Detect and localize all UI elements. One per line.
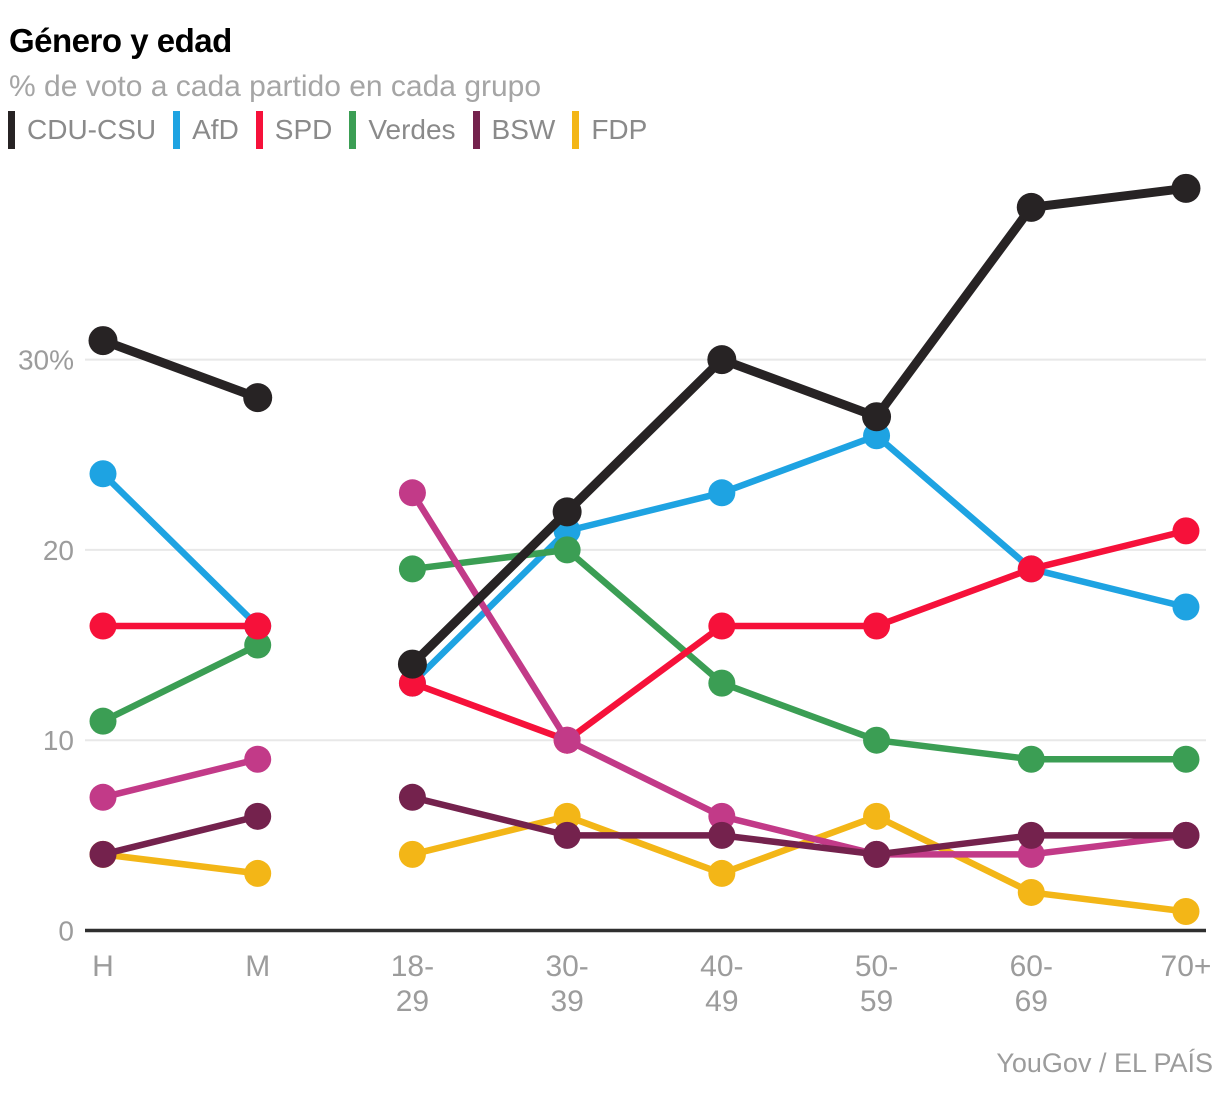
data-point-unlabeled-magenta-18-29: [398, 479, 426, 507]
data-point-Verdes-40-49: [708, 669, 736, 697]
series-line-Verdes: [101, 642, 260, 725]
series-line-unlabeled-magenta: [409, 491, 1187, 858]
data-point-unlabeled-magenta-M: [244, 745, 272, 773]
data-point-SPD-70+: [1172, 517, 1200, 545]
data-point-BSW-H: [89, 840, 117, 868]
data-point-BSW-30-39: [553, 821, 581, 849]
x-tick-label-40-49: 49: [705, 985, 738, 1018]
data-point-Verdes-70+: [1172, 745, 1200, 773]
series-line-CDU-CSU: [409, 183, 1187, 668]
data-point-unlabeled-magenta-H: [89, 783, 117, 811]
series-line-BSW: [411, 794, 1186, 858]
data-point-unlabeled-magenta-40-49: [708, 802, 736, 830]
x-tick-label-30-39: 39: [550, 985, 583, 1018]
series-line-FDP: [102, 851, 259, 877]
x-tick-label-M: M: [245, 950, 270, 983]
data-point-AfD-40-49: [708, 479, 736, 507]
x-tick-label-50-59: 50-: [855, 950, 898, 983]
legend-item-cdu-csu: CDU-CSU: [8, 111, 156, 149]
data-point-BSW-40-49: [708, 821, 736, 849]
legend-swatch: [255, 111, 263, 149]
data-point-BSW-50-59: [863, 840, 891, 868]
data-point-BSW-70+: [1172, 821, 1200, 849]
series-line-unlabeled-magenta: [102, 756, 259, 801]
series-line-BSW: [102, 813, 259, 858]
data-point-BSW-60-69: [1017, 821, 1045, 849]
data-point-CDU-CSU-50-59: [862, 402, 892, 432]
y-tick-label-0: 0: [58, 916, 74, 947]
x-tick-label-50-59: 59: [860, 985, 893, 1018]
data-point-Verdes-50-59: [863, 726, 891, 754]
series-line-CDU-CSU: [101, 336, 260, 402]
legend-item-spd: SPD: [255, 111, 333, 149]
legend-swatch: [8, 111, 15, 149]
y-tick-label-10: 10: [43, 725, 74, 756]
data-point-Verdes-60-69: [1017, 745, 1045, 773]
x-tick-label-30-39: 30-: [545, 950, 588, 983]
data-point-SPD-M: [244, 612, 272, 640]
x-tick-label-60-69: 60-: [1010, 950, 1053, 983]
data-point-CDU-CSU-60-69: [1016, 192, 1046, 222]
data-point-FDP-50-59: [863, 802, 891, 830]
legend-swatch: [349, 111, 357, 149]
series-line-FDP: [411, 813, 1187, 915]
data-point-FDP-60-69: [1017, 878, 1045, 906]
legend-item-fdp: FDP: [572, 111, 647, 149]
legend-label: SPD: [274, 114, 333, 145]
legend-item-bsw: BSW: [472, 111, 556, 149]
data-point-unlabeled-magenta-30-39: [553, 726, 581, 754]
legend-label: CDU-CSU: [27, 114, 157, 145]
data-point-FDP-18-29: [398, 840, 426, 868]
legend-label: Verdes: [368, 114, 456, 145]
page-title: Género y edad: [9, 22, 232, 59]
legend-label: BSW: [491, 114, 556, 145]
data-point-CDU-CSU-H: [88, 326, 118, 356]
data-point-SPD-H: [89, 612, 117, 640]
data-point-AfD-70+: [1172, 593, 1200, 621]
y-tick-label-20: 20: [43, 535, 74, 566]
y-tick-label-30: 30%: [18, 345, 74, 376]
data-point-unlabeled-magenta-60-69: [1017, 840, 1045, 868]
data-point-CDU-CSU-30-39: [552, 497, 582, 527]
legend-item-verdes: Verdes: [349, 111, 456, 149]
data-point-CDU-CSU-40-49: [707, 345, 737, 375]
x-tick-label-18-29: 18-: [391, 950, 434, 983]
data-point-SPD-60-69: [1017, 555, 1045, 583]
data-point-BSW-18-29: [398, 783, 426, 811]
data-point-Verdes-30-39: [553, 536, 581, 564]
legend-swatch: [472, 111, 480, 149]
data-point-FDP-70+: [1172, 897, 1200, 925]
legend-label: FDP: [591, 114, 648, 145]
source-credit: YouGov / EL PAÍS: [996, 1048, 1213, 1078]
x-tick-label-18-29: 29: [396, 985, 429, 1018]
data-point-Verdes-H: [89, 707, 117, 735]
data-point-FDP-40-49: [708, 859, 736, 887]
data-point-AfD-H: [89, 460, 117, 488]
data-point-CDU-CSU-18-29: [397, 649, 427, 679]
data-point-CDU-CSU-M: [243, 383, 273, 413]
legend-item-afd: AfD: [173, 111, 239, 149]
legend-swatch: [572, 111, 580, 149]
data-point-SPD-50-59: [863, 612, 891, 640]
data-point-FDP-M: [244, 859, 272, 887]
data-point-BSW-M: [244, 802, 272, 830]
series-line-Verdes: [412, 546, 1186, 763]
data-point-Verdes-18-29: [398, 555, 426, 583]
data-point-FDP-30-39: [553, 802, 581, 830]
legend-swatch: [173, 111, 181, 149]
legend-label: AfD: [192, 114, 239, 145]
x-tick-label-70+: 70+: [1161, 950, 1212, 983]
data-point-Verdes-M: [244, 631, 272, 659]
x-tick-label-40-49: 40-: [700, 950, 743, 983]
series-line-SPD: [411, 527, 1187, 744]
x-tick-label-H: H: [92, 950, 114, 983]
x-tick-label-60-69: 69: [1015, 985, 1048, 1018]
series-line-AfD: [100, 471, 260, 629]
data-point-SPD-40-49: [708, 612, 736, 640]
data-point-CDU-CSU-70+: [1171, 173, 1201, 203]
legend: CDU-CSU AfD SPD Verdes BSW FDP: [8, 110, 647, 150]
chart-subtitle: % de voto a cada partido en cada grupo: [9, 70, 542, 103]
